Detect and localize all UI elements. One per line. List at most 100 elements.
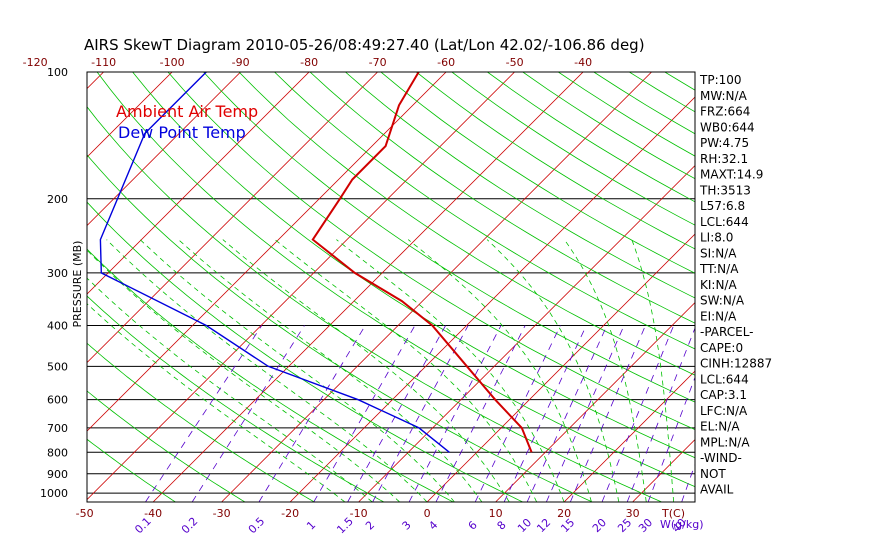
pressure-tick-label: 600 — [47, 394, 68, 407]
series-ambient-temp-line — [311, 72, 533, 453]
bottom-temp-tick-label: 30 — [626, 507, 640, 520]
top-temp-tick-label: -70 — [369, 56, 387, 69]
mixing-ratio-line — [526, 325, 608, 502]
moist-adiabat-line — [139, 239, 455, 502]
isotherm-line — [87, 72, 447, 432]
legend-dew-point: Dew Point Temp — [118, 123, 246, 142]
moist-adiabat-line — [407, 239, 592, 502]
side-panel-item: -WIND- — [700, 451, 742, 465]
mixing-ratio-line — [191, 325, 305, 502]
mixing-ratio-tick-label: 8 — [495, 518, 509, 532]
dry-adiabat-line — [629, 72, 695, 113]
series-dew-point-line — [99, 72, 450, 453]
dry-adiabat-line — [416, 72, 695, 250]
y-axis-label: PRESSURE (MB) — [71, 241, 84, 328]
moist-adiabat-line — [336, 239, 565, 502]
dry-adiabat-line — [87, 106, 662, 502]
dry-adiabat-line — [380, 72, 695, 274]
mixing-ratio-tick-label: 0.2 — [179, 515, 201, 537]
pressure-tick-label: 800 — [47, 446, 68, 459]
side-panel-item: EL:N/A — [700, 420, 740, 434]
bottom-temp-tick-label: -20 — [281, 507, 299, 520]
mixing-ratio-tick-label: 10 — [515, 516, 534, 535]
chart-title: AIRS SkewT Diagram 2010-05-26/08:49:27.4… — [84, 36, 645, 54]
top-temp-tick-label: -110 — [91, 56, 116, 69]
side-panel-item: LFC:N/A — [700, 404, 748, 418]
side-panel-item: KI:N/A — [700, 278, 737, 292]
dry-adiabat-line — [87, 438, 176, 502]
mixing-ratio-tick-label: 6 — [466, 518, 480, 532]
mixing-ratio-tick-label: 0.5 — [246, 515, 268, 537]
isotherm-line — [838, 72, 870, 502]
mixing-ratio-line — [626, 326, 695, 502]
side-panel-item: L57:6.8 — [700, 199, 745, 213]
pressure-tick-label: 900 — [47, 468, 68, 481]
isotherm-line — [770, 72, 870, 502]
side-panel-item: LCL:644 — [700, 372, 749, 386]
bottom-temp-tick-label: 10 — [489, 507, 503, 520]
isotherm-line — [221, 72, 652, 502]
isotherm-line — [495, 302, 695, 502]
mixing-ratio-line — [313, 325, 416, 502]
bottom-temp-tick-label: -30 — [213, 507, 231, 520]
dry-adiabat-line — [203, 72, 695, 403]
plot-frame — [86, 71, 696, 503]
isotherm-line — [152, 72, 584, 502]
top-temp-tick-label: -90 — [232, 56, 250, 69]
x-unit-label: T(C) — [661, 507, 685, 520]
isotherm-line — [563, 370, 695, 502]
isotherm-line — [87, 72, 310, 295]
side-panel-item: CAP:3.1 — [700, 388, 747, 402]
dry-adiabat-line — [487, 72, 695, 203]
pressure-tick-label: 700 — [47, 422, 68, 435]
mixing-ratio-line — [435, 325, 526, 502]
moist-adiabat-line — [87, 249, 400, 502]
dry-adiabat-line — [87, 390, 246, 502]
mixing-ratio-tick-label: 2 — [363, 518, 377, 532]
side-panel-item: FRZ:664 — [700, 105, 750, 119]
dry-adiabat-line — [87, 342, 315, 502]
side-panel-item: RH:32.1 — [700, 152, 748, 166]
moist-adiabat-line — [222, 239, 510, 502]
dry-adiabat-line — [274, 72, 695, 350]
isotherm-line — [87, 72, 515, 501]
side-panel-item: TP:100 — [699, 73, 742, 87]
dry-adiabat-line — [132, 72, 695, 459]
side-panel-item: TT:N/A — [699, 262, 739, 276]
isotherm-line — [87, 72, 173, 158]
dry-adiabat-line — [167, 72, 695, 431]
bottom-temp-tick-label: -10 — [350, 507, 368, 520]
side-panel-item: AVAIL — [700, 483, 734, 497]
side-panel-item: PW:4.75 — [700, 136, 749, 150]
side-panel-item: MPL:N/A — [700, 435, 750, 449]
moist-adiabat-line — [486, 239, 620, 502]
bottom-temp-tick-label: 20 — [557, 507, 571, 520]
top-temp-tick-label: -100 — [160, 56, 185, 69]
moist-adiabat-line — [631, 239, 675, 502]
mixing-ratio-line — [681, 463, 695, 502]
pressure-tick-label: 1000 — [40, 487, 68, 500]
isotherm-line — [289, 96, 695, 502]
moist-adiabat-line — [274, 239, 538, 502]
isotherm-line — [426, 233, 695, 502]
pressure-tick-label: 500 — [47, 360, 68, 373]
side-panel-item: WB0:644 — [700, 120, 755, 134]
mixing-ratio-line — [569, 325, 646, 502]
isotherm-line — [87, 72, 241, 227]
top-temp-tick-label: -80 — [300, 56, 318, 69]
mixing-ratio-tick-label: 20 — [590, 516, 609, 535]
side-panel-item: SI:N/A — [700, 246, 737, 260]
side-panel-item: -PARCEL- — [700, 325, 754, 339]
dry-adiabat-line — [345, 72, 695, 299]
dry-adiabat-line — [87, 154, 593, 502]
dry-adiabat-line — [87, 201, 523, 502]
top-temp-tick-label: -40 — [574, 56, 592, 69]
dry-adiabat-line — [238, 72, 695, 376]
mixing-ratio-unit-label: W(g/kg) — [660, 518, 704, 531]
pressure-tick-label: 200 — [47, 193, 68, 206]
moist-adiabat-line — [178, 239, 483, 502]
dry-adiabat-line — [96, 72, 695, 488]
dry-adiabat-line — [736, 72, 870, 502]
mixing-ratio-tick-label: 1 — [304, 518, 318, 532]
mixing-ratio-line — [545, 325, 625, 502]
